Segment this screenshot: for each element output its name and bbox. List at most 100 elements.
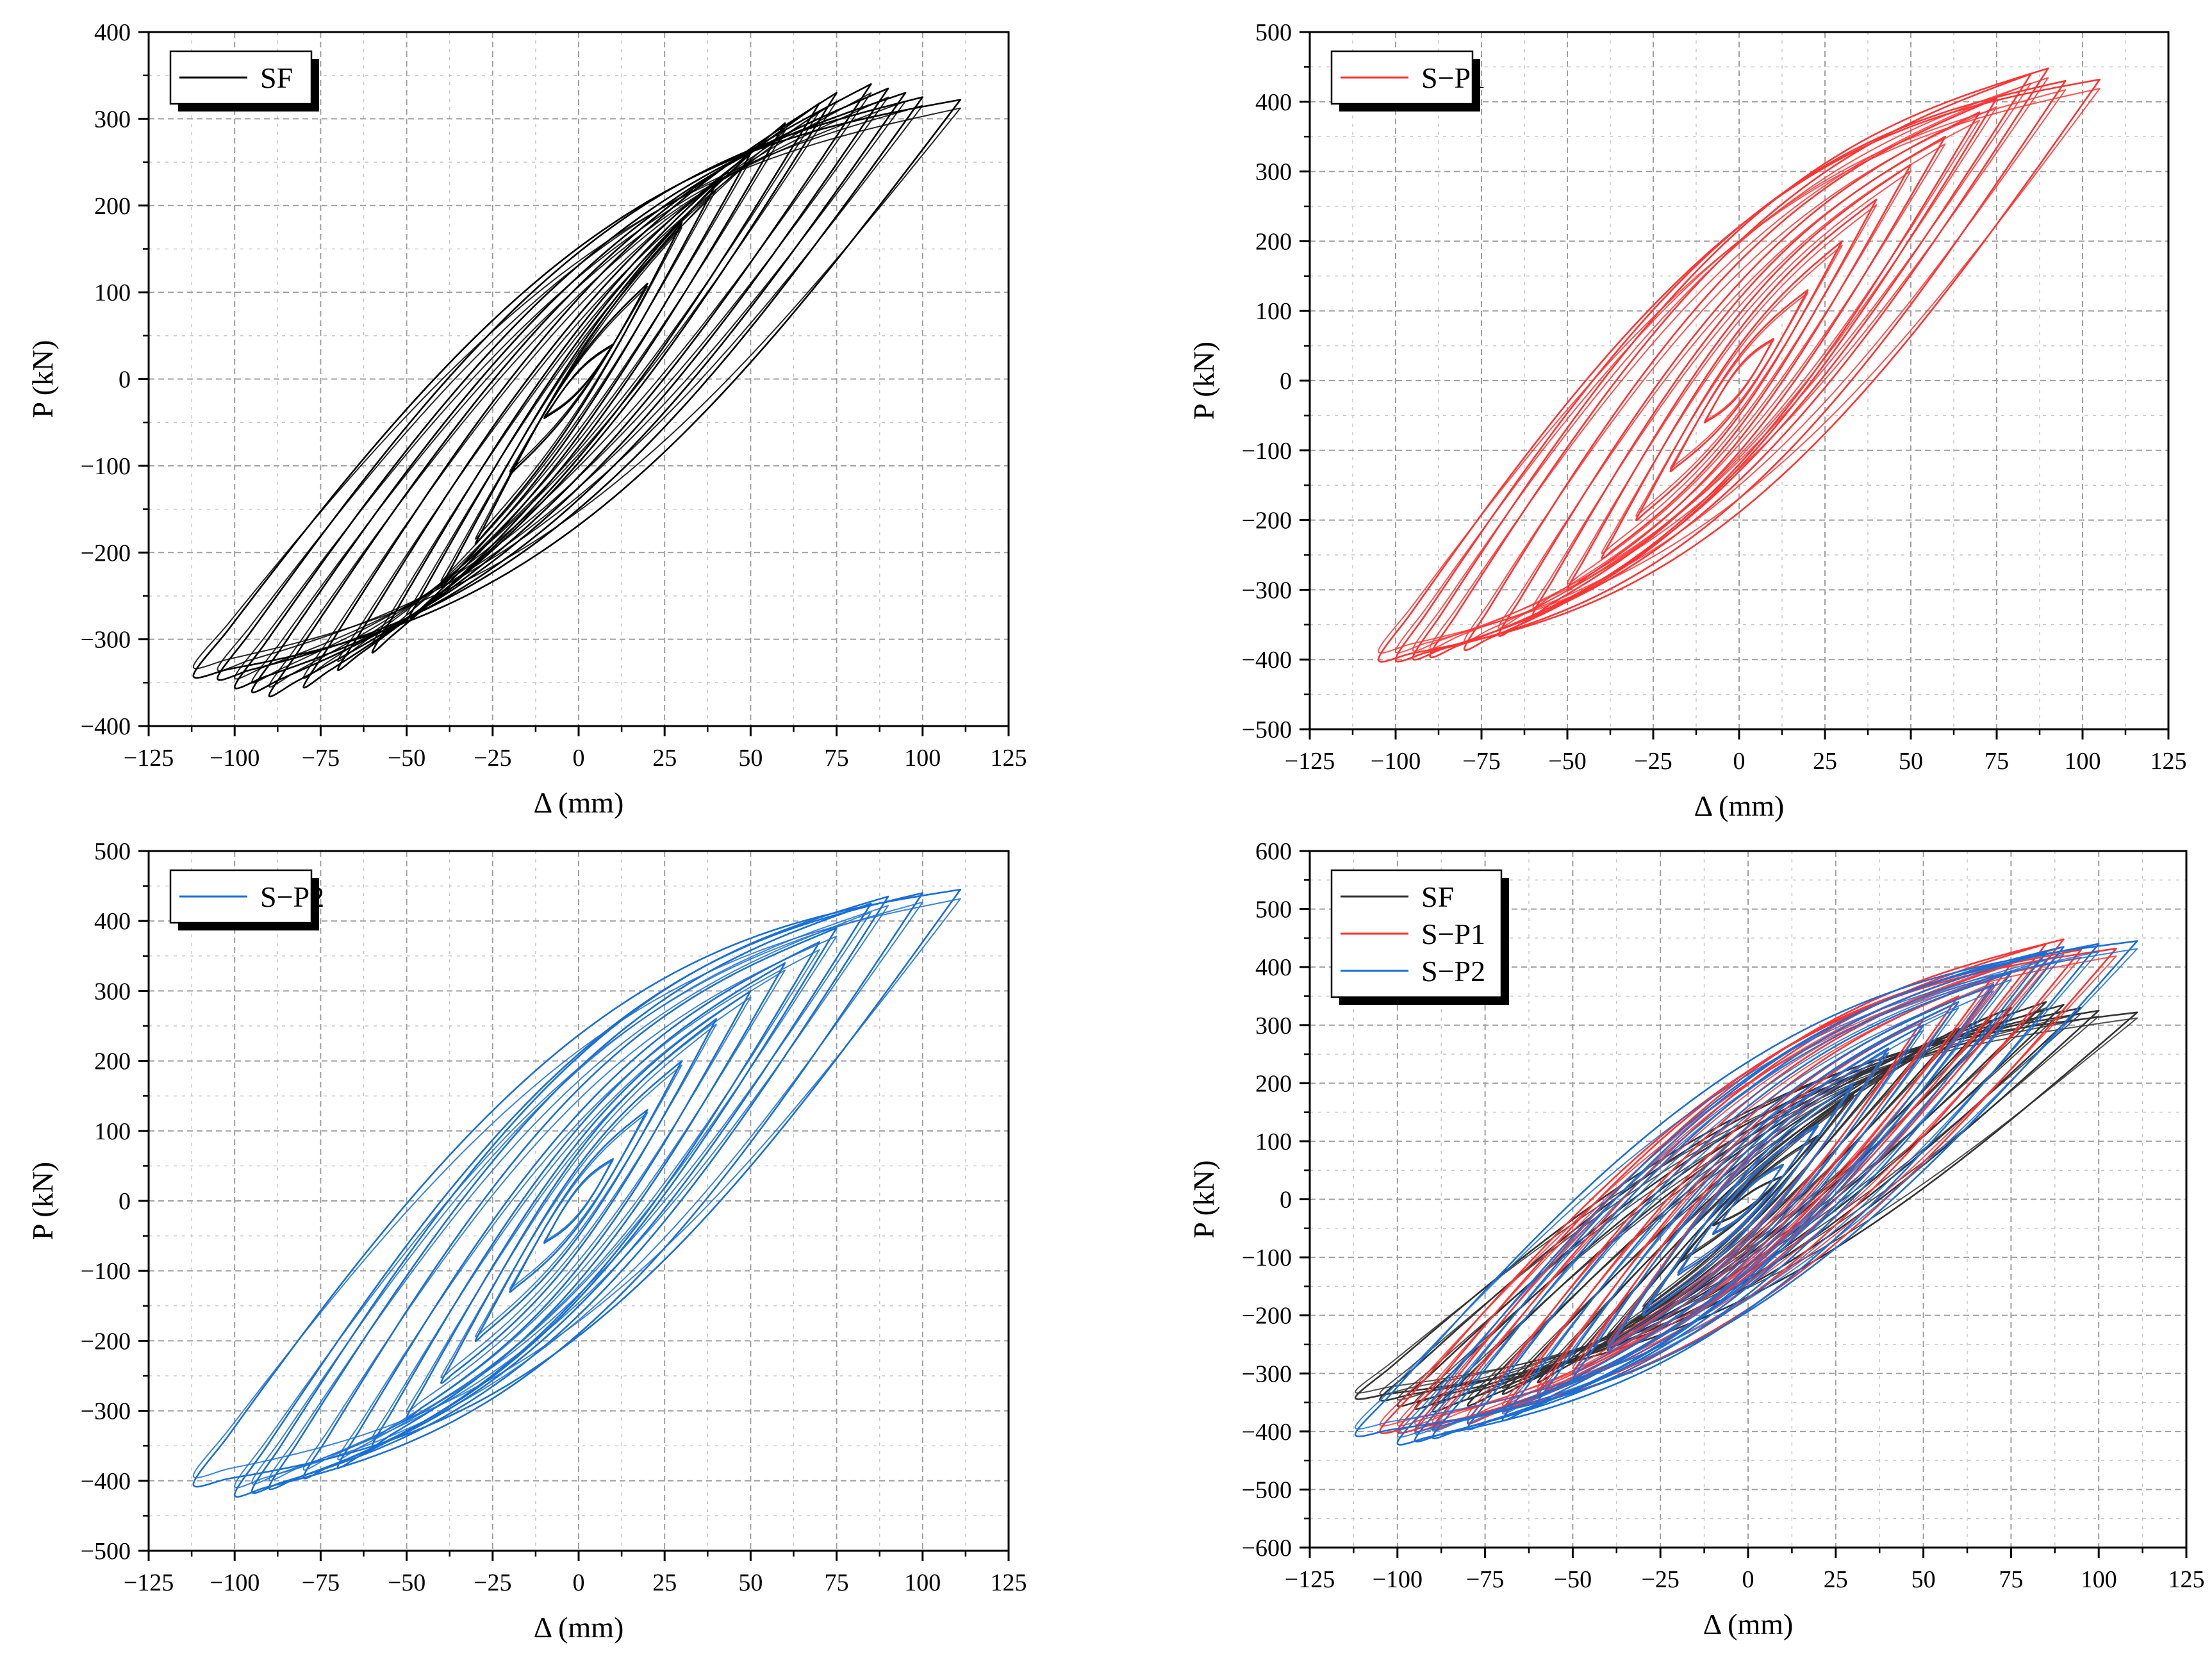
sf-series-loop-11 <box>233 92 907 690</box>
sp2-series-loop-3 <box>474 1060 683 1343</box>
x-tick-label: 100 <box>904 1569 941 1596</box>
y-tick-label: −400 <box>81 713 131 740</box>
combined-sp2-loop-3 <box>1642 1082 1854 1317</box>
combined-sp2-loop-repeat-11 <box>1396 950 2100 1438</box>
x-axis-label: Δ (mm) <box>534 786 624 819</box>
sf-series-loop-repeat-10 <box>251 96 889 684</box>
y-tick-label: 400 <box>1255 89 1292 116</box>
y-tick-label: 0 <box>1280 368 1292 395</box>
sp1-series-loop-2 <box>1669 289 1809 473</box>
combined-sp2-loop-repeat-4 <box>1607 1052 1889 1347</box>
combined-sp2-loop-repeat-5 <box>1572 1029 1924 1375</box>
y-tick-label: −100 <box>81 453 131 480</box>
y-tick-label: 100 <box>94 1118 131 1145</box>
sf-series-loop-repeat-8 <box>302 101 838 679</box>
sp1-series-loop-repeat-3 <box>1635 244 1843 517</box>
combined-sp1-loop-repeat-11 <box>1396 956 2082 1427</box>
series-group <box>1377 67 2101 663</box>
sp2-series-loop-8 <box>302 927 838 1480</box>
sp2-series-loop-repeat-3 <box>475 1064 682 1338</box>
y-tick-label: 100 <box>1255 298 1292 325</box>
combined-sp2-loop-repeat-12 <box>1355 948 2138 1430</box>
y-tick-label: 500 <box>94 838 131 865</box>
x-tick-label: −75 <box>302 1569 340 1596</box>
x-tick-label: 125 <box>2150 748 2187 775</box>
y-tick-label: −300 <box>1242 1360 1292 1387</box>
y-tick-label: 200 <box>94 1048 131 1075</box>
sp2-series-loop-repeat-8 <box>302 935 838 1471</box>
sp2-series-loop-7 <box>336 941 821 1469</box>
y-axis-label: P (kN) <box>26 1162 59 1240</box>
y-tick-label: −400 <box>1242 1419 1292 1446</box>
combined-sf-loop-repeat-7 <box>1502 1020 1994 1389</box>
x-tick-label: −100 <box>1373 1566 1423 1593</box>
y-axis-label: P (kN) <box>1187 342 1220 420</box>
y-tick-label: −400 <box>81 1468 131 1495</box>
x-tick-label: 50 <box>1899 748 1923 775</box>
y-tick-label: −300 <box>81 1398 131 1425</box>
sp1-series-loop-repeat-1 <box>1704 339 1774 422</box>
sp1-series-loop-9 <box>1429 73 2032 659</box>
x-tick-label: 125 <box>2168 1566 2205 1593</box>
sf-series-loop-repeat-2 <box>509 286 648 473</box>
sp2-series-loop-12 <box>192 888 962 1488</box>
sp1-series-loop-11 <box>1394 79 2067 663</box>
x-tick-label: 100 <box>2065 748 2101 775</box>
sf-series-loop-8 <box>302 92 838 689</box>
x-tick-label: 50 <box>738 1569 763 1596</box>
sf-series-loop-12 <box>217 96 924 681</box>
y-tick-label: −200 <box>1242 1303 1292 1330</box>
y-tick-label: −100 <box>1242 438 1292 465</box>
sp2-series-loop-repeat-12 <box>192 898 961 1479</box>
x-axis-label: Δ (mm) <box>1694 789 1785 822</box>
y-tick-label: 500 <box>1255 19 1292 46</box>
sp1-series-loop-repeat-11 <box>1395 89 2067 654</box>
x-tick-label: 50 <box>1911 1566 1936 1593</box>
sp1-series-loop-repeat-6 <box>1532 143 1946 609</box>
y-tick-label: −200 <box>81 540 131 566</box>
sp1-series-loop-repeat-8 <box>1464 106 1997 643</box>
y-tick-label: −300 <box>81 627 131 654</box>
sf-series-loop-repeat-7 <box>337 110 820 663</box>
sp2-series-loop-2 <box>509 1109 648 1293</box>
y-tick-label: 300 <box>94 106 131 133</box>
x-tick-label: −75 <box>1466 1566 1504 1593</box>
sp2-series-loop-9 <box>268 902 872 1491</box>
combined-sp2-loop-repeat-8 <box>1467 979 2012 1423</box>
sp1-series-loop-6 <box>1532 135 1946 616</box>
x-tick-label: −50 <box>1554 1566 1592 1593</box>
sp1-series-loop-repeat-9 <box>1429 82 2032 650</box>
x-tick-label: −100 <box>1371 748 1421 775</box>
sf-series-loop-repeat-9 <box>268 92 872 688</box>
x-tick-label: 125 <box>991 1569 1027 1596</box>
x-tick-label: 100 <box>904 745 941 772</box>
x-axis-label: Δ (mm) <box>1703 1608 1794 1640</box>
y-tick-label: 0 <box>119 367 131 393</box>
x-tick-label: −75 <box>302 745 340 772</box>
x-tick-label: −25 <box>474 1569 511 1596</box>
sp1-series-loop-10 <box>1412 67 2049 661</box>
y-axis-label: P (kN) <box>26 340 59 418</box>
x-tick-label: 25 <box>1824 1566 1848 1593</box>
y-tick-label: 400 <box>94 908 131 935</box>
sf-series-loop-7 <box>336 102 821 672</box>
y-tick-label: −500 <box>1242 1476 1292 1503</box>
x-tick-label: 75 <box>1985 748 2009 775</box>
sf-series-loop-repeat-13 <box>192 107 961 670</box>
legend-label-1: S−P1 <box>1421 918 1485 950</box>
sf-series-loop-6 <box>371 122 786 654</box>
grid <box>149 851 1009 1551</box>
sf-series-loop-9 <box>268 83 872 698</box>
y-axis-label: P (kN) <box>1187 1160 1220 1238</box>
combined-sf-loop-repeat-13 <box>1355 1017 2138 1394</box>
x-tick-label: −125 <box>1285 1566 1335 1593</box>
x-tick-label: 0 <box>573 1569 585 1596</box>
y-tick-label: 0 <box>1280 1187 1292 1214</box>
sf-series-loop-repeat-4 <box>440 189 717 582</box>
combined-sp2-loop-repeat-2 <box>1677 1125 1819 1273</box>
y-tick-label: 300 <box>94 978 131 1005</box>
sf-series-loop-repeat-1 <box>543 345 614 418</box>
combined-sp1-loop-11 <box>1396 948 2083 1434</box>
x-tick-label: 25 <box>1813 748 1837 775</box>
combined-sf-loop-repeat-3 <box>1642 1097 1854 1307</box>
